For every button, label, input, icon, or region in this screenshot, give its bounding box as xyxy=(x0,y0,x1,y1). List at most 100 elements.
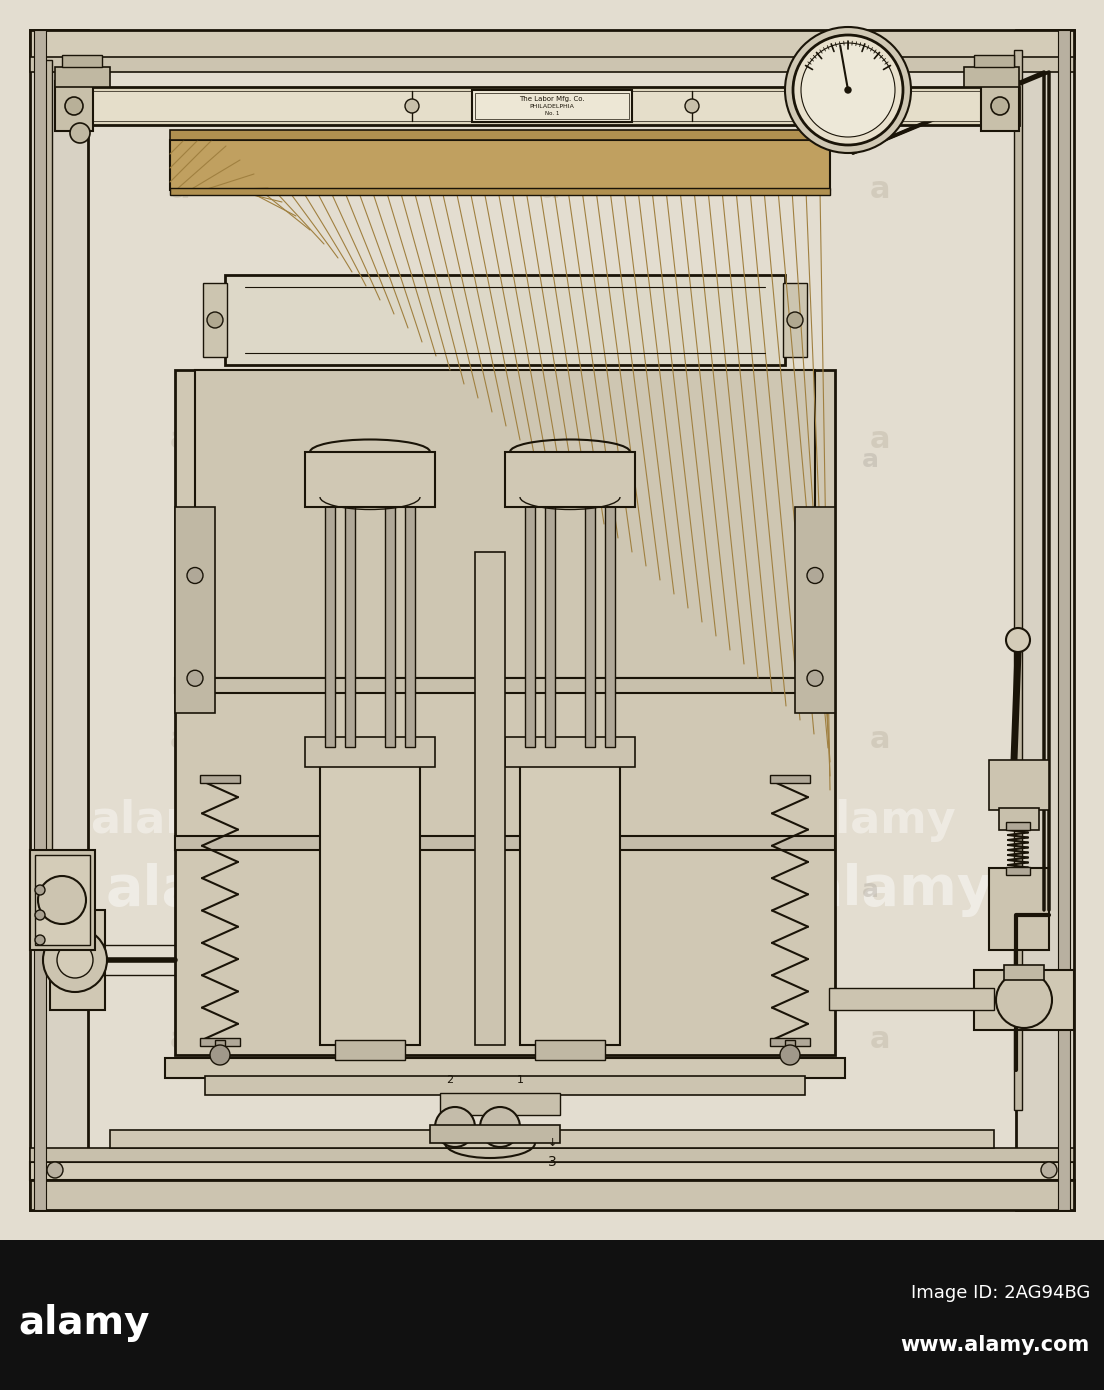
Text: a: a xyxy=(212,878,229,902)
Bar xyxy=(195,370,815,678)
Bar xyxy=(55,67,110,88)
Text: a: a xyxy=(870,175,890,204)
Text: a: a xyxy=(170,175,190,204)
Text: No. 1: No. 1 xyxy=(544,111,560,117)
Bar xyxy=(542,470,558,477)
Bar xyxy=(1006,821,1030,830)
Circle shape xyxy=(807,670,822,687)
Bar xyxy=(1013,50,1022,1111)
Bar xyxy=(335,1040,405,1061)
Circle shape xyxy=(845,88,851,93)
Circle shape xyxy=(35,885,45,895)
Bar xyxy=(176,678,835,694)
Circle shape xyxy=(208,311,223,328)
Bar xyxy=(200,1038,240,1047)
Bar xyxy=(783,284,807,357)
Text: a: a xyxy=(170,1026,190,1055)
Bar xyxy=(769,776,810,783)
Bar xyxy=(402,470,418,477)
Bar xyxy=(475,552,505,1045)
Circle shape xyxy=(57,942,93,979)
Bar xyxy=(30,31,88,1211)
Bar xyxy=(989,760,1049,810)
Text: a: a xyxy=(541,648,559,671)
Bar xyxy=(344,486,355,746)
Bar xyxy=(585,486,595,746)
Text: PHILADELPHIA: PHILADELPHIA xyxy=(530,104,574,110)
Text: a: a xyxy=(170,726,190,755)
Bar xyxy=(385,486,395,746)
Text: a: a xyxy=(212,448,229,473)
Circle shape xyxy=(187,670,203,687)
Text: alamy: alamy xyxy=(456,532,644,587)
Bar xyxy=(1006,867,1030,874)
Bar xyxy=(964,67,1019,88)
Bar xyxy=(505,452,635,507)
Bar xyxy=(30,851,95,949)
Bar xyxy=(164,1058,845,1079)
Circle shape xyxy=(807,567,822,584)
Bar xyxy=(60,90,1013,121)
Circle shape xyxy=(793,35,903,145)
Text: a: a xyxy=(861,448,879,473)
Bar xyxy=(50,910,105,1011)
Bar xyxy=(325,486,335,746)
Bar xyxy=(769,1038,810,1047)
Text: a: a xyxy=(541,297,559,322)
Bar xyxy=(602,470,618,477)
Bar xyxy=(322,470,338,477)
Bar xyxy=(602,477,618,486)
Circle shape xyxy=(781,1045,800,1065)
Bar xyxy=(829,988,994,1011)
Text: 3: 3 xyxy=(548,1155,556,1169)
Circle shape xyxy=(787,311,803,328)
Bar xyxy=(305,452,435,507)
Text: a: a xyxy=(540,425,560,455)
Bar xyxy=(974,56,1013,67)
Bar xyxy=(1004,965,1044,980)
Circle shape xyxy=(210,1045,230,1065)
Text: alamy: alamy xyxy=(806,863,994,917)
Bar xyxy=(30,1148,1074,1162)
Text: a: a xyxy=(540,1026,560,1055)
Bar xyxy=(170,131,830,140)
Bar xyxy=(981,81,1019,131)
Bar xyxy=(203,284,227,357)
Bar xyxy=(542,477,558,486)
Text: a: a xyxy=(170,425,190,455)
Bar xyxy=(30,1180,1074,1211)
Text: a: a xyxy=(870,726,890,755)
Bar xyxy=(1058,31,1070,1211)
Circle shape xyxy=(435,1106,475,1147)
Bar xyxy=(0,1240,1104,1390)
Bar xyxy=(225,275,785,366)
Text: 1: 1 xyxy=(517,1074,523,1086)
Bar xyxy=(30,57,1074,72)
Bar xyxy=(402,477,418,486)
Bar xyxy=(405,486,415,746)
Bar xyxy=(342,470,358,477)
Text: a: a xyxy=(540,175,560,204)
Bar xyxy=(176,370,835,1055)
Bar xyxy=(473,90,631,122)
Bar xyxy=(582,470,598,477)
Bar xyxy=(176,835,835,849)
Bar xyxy=(535,1040,605,1061)
Bar xyxy=(110,1130,994,1148)
Bar xyxy=(205,1076,805,1095)
Bar xyxy=(382,477,399,486)
Text: 2: 2 xyxy=(446,1074,454,1086)
Circle shape xyxy=(35,910,45,920)
Bar xyxy=(215,1040,225,1055)
Text: ↓: ↓ xyxy=(548,1138,556,1148)
Bar xyxy=(322,477,338,486)
Circle shape xyxy=(405,99,420,113)
Circle shape xyxy=(991,97,1009,115)
Bar xyxy=(40,60,52,851)
Bar xyxy=(989,867,1049,949)
Bar xyxy=(0,0,1104,1240)
Bar xyxy=(605,486,615,746)
Circle shape xyxy=(38,876,86,924)
Circle shape xyxy=(65,97,83,115)
Bar xyxy=(522,470,538,477)
